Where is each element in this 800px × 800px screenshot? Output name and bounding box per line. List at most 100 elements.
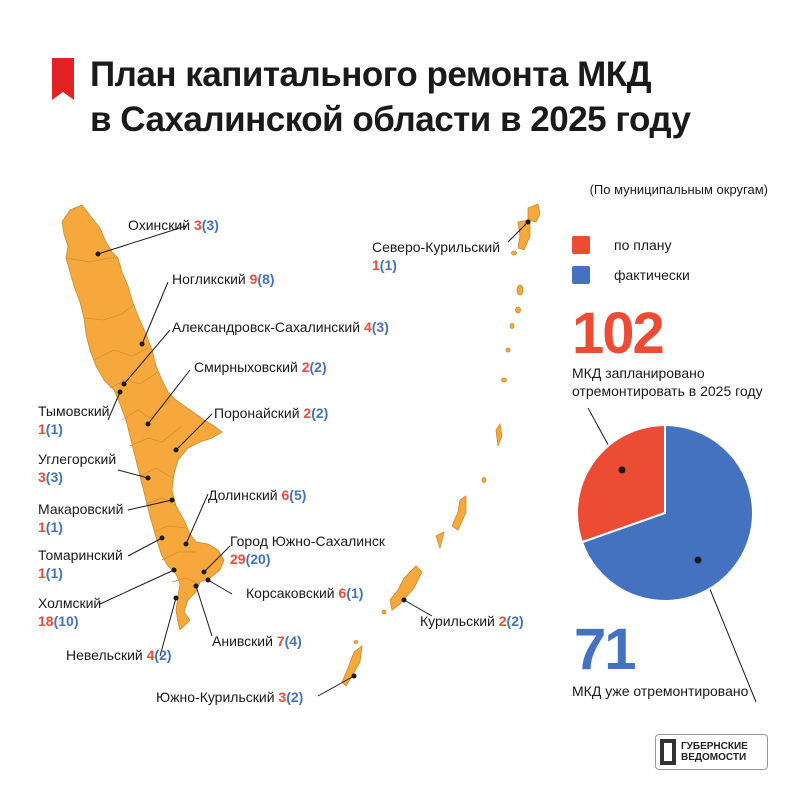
- district-plan: 4: [363, 319, 372, 335]
- title-accent-bar: [52, 58, 74, 100]
- pie-slice-plan: [576, 423, 666, 544]
- district-name: Поронайский: [214, 405, 300, 421]
- kuril-islands: [341, 203, 541, 687]
- label-kurilsk: Курильский 2(2): [420, 612, 524, 630]
- label-uglegorsk: Углегорский 3(3): [38, 450, 116, 486]
- district-name: Макаровский: [38, 501, 124, 517]
- label-smirnykh: Смирныховский 2(2): [194, 358, 327, 376]
- district-plan: 6: [338, 585, 347, 601]
- district-name: Корсаковский: [246, 585, 335, 601]
- title-line-1: План капитального ремонта МКД: [90, 55, 652, 94]
- district-name: Тымовский: [38, 403, 110, 419]
- district-plan: 2: [303, 405, 312, 421]
- label-makarov: Макаровский 1(1): [38, 500, 123, 536]
- district-plan: 1: [38, 565, 46, 581]
- pie-marker-plan: [618, 466, 626, 474]
- district-fact: (2): [154, 647, 172, 663]
- district-fact: (5): [289, 487, 307, 503]
- district-name: Ногликский: [172, 271, 246, 287]
- legend-fact-label: фактически: [614, 267, 690, 283]
- district-fact: (1): [379, 257, 397, 273]
- district-plan: 3: [278, 689, 287, 705]
- district-plan: 2: [301, 359, 310, 375]
- done-description: МКД уже отремонтировано: [572, 683, 749, 699]
- label-tymovsk: Тымовский 1(1): [38, 402, 109, 438]
- legend-plan: по плану: [572, 236, 672, 254]
- label-tomari: Томаринский 1(1): [38, 546, 123, 582]
- label-poronaysk: Поронайский 2(2): [214, 404, 328, 422]
- logo-line-1: ГУБЕРНСКИЕ: [681, 741, 748, 752]
- district-fact: (1): [346, 585, 364, 601]
- district-fact: (2): [311, 405, 329, 421]
- district-name: Томаринский: [38, 547, 123, 563]
- done-total: 71: [574, 617, 636, 682]
- label-severo-kurilsk: Северо-Курильский 1(1): [372, 238, 500, 274]
- district-plan: 6: [281, 487, 290, 503]
- district-name: Углегорский: [38, 451, 117, 467]
- label-aleksandrovsk: Александровск-Сахалинский 4(3): [172, 318, 389, 336]
- logo-mark-icon: [660, 739, 676, 765]
- district-name: Северо-Курильский: [372, 239, 501, 255]
- district-fact: (1): [45, 421, 63, 437]
- district-fact: (10): [53, 613, 79, 629]
- label-yuzhno-sakhalinsk: Город Южно-Сахалинск 29(20): [230, 532, 385, 568]
- district-fact: (2): [309, 359, 327, 375]
- district-plan: 1: [38, 519, 46, 535]
- label-nevelsk: Невельский 4(2): [66, 646, 172, 664]
- pie-slice-fact: [580, 423, 754, 602]
- district-name: Курильский: [420, 613, 495, 629]
- label-okhinsky: Охинский 3(3): [128, 216, 219, 234]
- district-name: Город Южно-Сахалинск: [230, 533, 385, 549]
- district-plan: 4: [146, 647, 155, 663]
- publisher-logo: ГУБЕРНСКИЕ ВЕДОМОСТИ: [655, 734, 768, 770]
- district-fact: (3): [45, 469, 63, 485]
- label-dolinsk: Долинский 6(5): [208, 486, 306, 504]
- district-fact: (2): [506, 613, 524, 629]
- district-plan: 1: [372, 257, 380, 273]
- district-name: Холмский: [38, 595, 102, 611]
- district-fact: (3): [371, 319, 389, 335]
- district-fact: (3): [201, 217, 219, 233]
- planned-total: 102: [572, 301, 665, 366]
- district-fact: (1): [45, 519, 63, 535]
- district-name: Смирныховский: [194, 359, 298, 375]
- label-kholmsk: Холмский 18(10): [38, 594, 101, 630]
- subtitle: (По муниципальным округам): [589, 182, 768, 197]
- district-plan: 3: [38, 469, 46, 485]
- district-plan: 18: [38, 613, 54, 629]
- title-line-2: в Сахалинской области в 2025 году: [90, 100, 691, 139]
- district-fact: (2): [286, 689, 304, 705]
- leader-lines: [97, 221, 757, 703]
- district-fact: (20): [245, 551, 271, 567]
- logo-line-2: ВЕДОМОСТИ: [681, 752, 747, 763]
- district-dots: [95, 219, 531, 679]
- district-plan: 3: [193, 217, 202, 233]
- legend-fact-swatch: [572, 266, 590, 284]
- pie-chart: [576, 423, 754, 602]
- planned-desc-line-1: МКД запланировано: [572, 365, 705, 381]
- district-name: Александровск-Сахалинский: [172, 319, 361, 335]
- district-borders: [65, 257, 201, 585]
- district-name: Долинский: [208, 487, 278, 503]
- logo-text: ГУБЕРНСКИЕ ВЕДОМОСТИ: [681, 741, 748, 763]
- district-fact: (4): [284, 633, 302, 649]
- district-name: Анивский: [212, 633, 273, 649]
- district-plan: 1: [38, 421, 46, 437]
- planned-description: МКД запланировано отремонтировать в 2025…: [572, 364, 763, 400]
- pie-marker-fact: [694, 556, 702, 564]
- district-plan: 9: [249, 271, 258, 287]
- district-plan: 29: [230, 551, 246, 567]
- planned-desc-line-2: отремонтировать в 2025 году: [572, 383, 763, 399]
- label-noglik: Ногликский 9(8): [172, 270, 275, 288]
- legend-plan-swatch: [572, 236, 590, 254]
- label-aniva: Анивский 7(4): [212, 632, 302, 650]
- district-name: Невельский: [66, 647, 143, 663]
- page-title: План капитального ремонта МКД в Сахалинс…: [90, 52, 770, 142]
- label-yuzhno-kurilsk: Южно-Курильский 3(2): [156, 688, 303, 706]
- district-plan: 7: [276, 633, 285, 649]
- label-korsakov: Корсаковский 6(1): [246, 584, 363, 602]
- district-fact: (8): [257, 271, 275, 287]
- legend-fact: фактически: [572, 266, 690, 284]
- district-fact: (1): [45, 565, 63, 581]
